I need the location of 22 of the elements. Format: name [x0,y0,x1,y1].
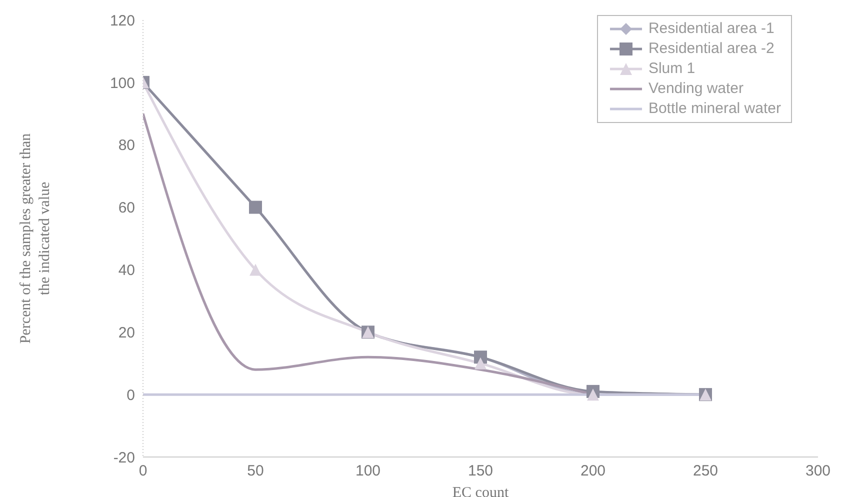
legend-label: Vending water [648,79,744,99]
x-tick-label: 300 [805,462,831,480]
legend-label: Residential area -2 [648,39,774,59]
legend-label: Slum 1 [648,59,696,79]
x-tick-label: 100 [355,462,381,480]
y-axis-title: Percent of the samples greater than the indicated value [18,132,53,344]
y-tick-label: 80 [118,137,135,154]
x-tick-label: 250 [692,462,718,480]
legend-label: Residential area -1 [648,19,774,39]
y-tick-label: 100 [110,74,135,92]
y-tick-label: 60 [118,200,135,217]
y-tick-label: -20 [113,449,135,466]
x-tick-label: 50 [247,462,264,480]
y-tick-label: 40 [118,262,135,280]
x-tick-label: 0 [138,462,148,480]
x-tick-label: 200 [580,462,606,480]
legend-label: Bottle mineral water [648,99,781,119]
x-tick-label: 150 [468,462,494,480]
y-tick-label: 20 [118,324,135,342]
y-tick-label: 0 [126,386,135,404]
x-axis-title: EC count [452,485,510,497]
y-tick-label: 120 [110,12,135,30]
